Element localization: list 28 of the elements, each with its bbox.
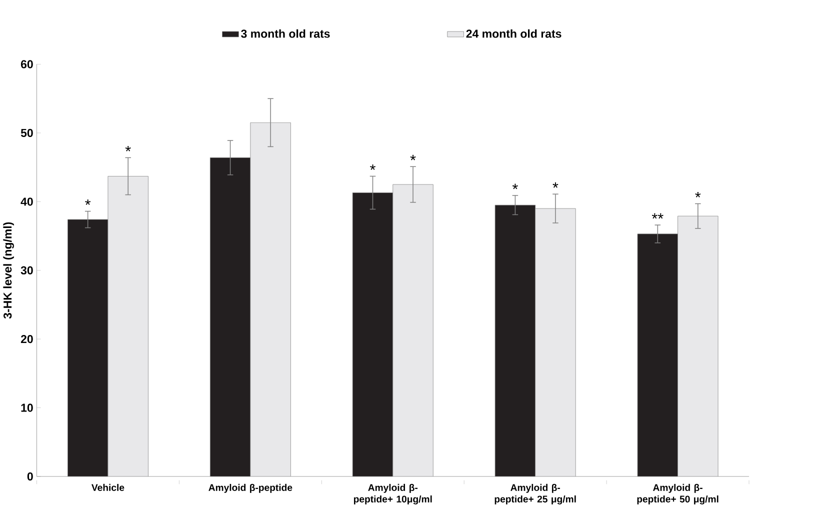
- x-tick-label: Amyloid β-peptide+ 10μg/ml: [354, 484, 432, 504]
- annotation: *: [85, 199, 91, 205]
- y-tick-label: 0: [27, 472, 33, 480]
- y-axis-title: 3-HK level (ng/ml): [3, 222, 14, 318]
- y-tick-label: 20: [20, 334, 33, 343]
- y-tick-label: 60: [20, 60, 33, 68]
- annotation: *: [512, 184, 518, 189]
- legend-label: 3 month old rats: [241, 29, 330, 38]
- x-tick-label: Vehicle: [92, 484, 124, 491]
- bar: [535, 208, 576, 476]
- y-tick-label: 40: [20, 197, 33, 206]
- x-tick-label: Amyloid β-peptide+ 50 μg/ml: [637, 484, 718, 504]
- y-tick-label: 10: [21, 403, 33, 412]
- annotation: *: [552, 182, 558, 188]
- bar: [678, 216, 718, 476]
- x-tick-label: Amyloid β-peptide: [208, 484, 292, 493]
- bar: [108, 176, 148, 476]
- annotation: *: [695, 192, 701, 198]
- y-tick-label: 30: [20, 266, 33, 274]
- legend-label: 24 month old rats: [466, 29, 562, 38]
- annotation: *: [410, 154, 416, 160]
- annotation: **: [652, 213, 664, 218]
- annotation: *: [370, 164, 376, 170]
- annotation: *: [125, 146, 131, 152]
- x-tick-label: Amyloid β-peptide+ 25 μg/ml: [494, 484, 576, 504]
- bar: [392, 184, 434, 476]
- bar: [250, 122, 291, 476]
- y-tick-label: 50: [20, 128, 33, 137]
